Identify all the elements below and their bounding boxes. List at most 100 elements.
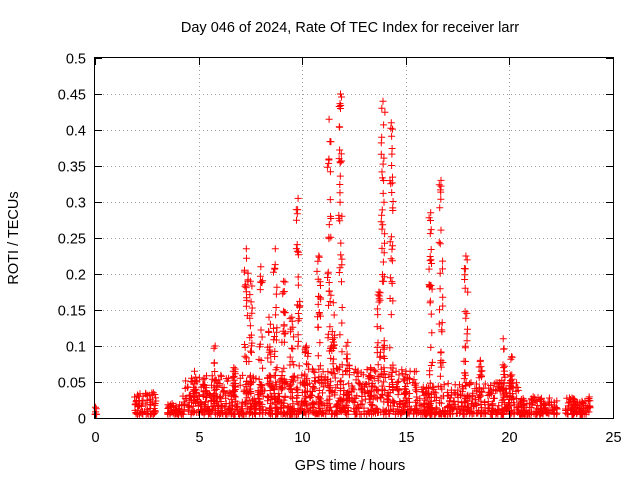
data-point	[435, 320, 443, 328]
data-point	[501, 362, 509, 370]
y-tick-label: 0.3	[66, 196, 86, 212]
data-point	[378, 168, 386, 176]
data-point	[326, 168, 334, 176]
data-point	[287, 393, 295, 401]
data-point	[337, 396, 345, 404]
data-point	[337, 251, 345, 259]
data-point	[325, 155, 333, 163]
data-point	[241, 352, 249, 360]
data-point	[425, 265, 433, 273]
data-point	[292, 245, 300, 253]
data-point	[315, 252, 323, 260]
data-point	[439, 302, 447, 310]
data-point	[246, 322, 254, 330]
data-point	[255, 395, 263, 403]
data-point	[242, 245, 250, 253]
data-point	[306, 406, 314, 414]
data-point	[241, 282, 249, 290]
data-point	[273, 283, 281, 291]
data-point	[293, 241, 301, 249]
data-point	[241, 399, 249, 407]
data-point	[498, 386, 506, 394]
data-point	[286, 315, 294, 323]
data-point	[272, 371, 279, 379]
data-point	[461, 358, 469, 365]
data-point	[424, 404, 432, 412]
data-point	[388, 189, 396, 196]
data-point	[234, 404, 242, 412]
data-point	[294, 317, 302, 325]
data-point	[341, 409, 349, 417]
data-point	[327, 403, 335, 411]
data-point	[328, 328, 336, 336]
data-point	[464, 404, 472, 411]
data-point	[325, 395, 333, 403]
data-point	[437, 410, 445, 418]
data-point	[201, 374, 209, 382]
data-point	[389, 198, 397, 205]
data-point	[436, 399, 443, 407]
data-point	[294, 342, 302, 350]
data-point	[294, 331, 302, 339]
data-point	[280, 364, 288, 372]
data-point	[337, 150, 345, 158]
data-point	[365, 372, 373, 380]
data-point	[213, 398, 221, 406]
data-point	[400, 399, 408, 407]
data-point	[549, 406, 557, 414]
data-point	[336, 331, 344, 339]
data-point	[202, 387, 209, 395]
data-point	[378, 174, 386, 182]
data-point	[264, 343, 272, 351]
data-point	[345, 380, 353, 388]
data-point	[461, 308, 469, 316]
data-point	[374, 311, 382, 319]
data-point	[386, 410, 393, 418]
data-point	[427, 226, 435, 234]
data-point	[327, 215, 335, 222]
data-point	[257, 389, 265, 397]
data-point	[389, 386, 397, 393]
data-point	[248, 342, 255, 350]
data-point	[462, 314, 470, 322]
data-point	[380, 273, 388, 281]
data-point	[572, 399, 580, 407]
data-point	[402, 388, 410, 395]
data-point	[336, 363, 344, 371]
data-point	[378, 244, 386, 252]
data-point	[215, 402, 223, 410]
data-point	[273, 328, 281, 336]
data-point	[358, 393, 366, 400]
data-point	[336, 264, 344, 272]
data-point	[403, 406, 411, 413]
data-point	[292, 206, 300, 214]
data-point	[134, 391, 141, 399]
data-point	[338, 93, 345, 101]
data-point	[463, 256, 471, 264]
data-point	[169, 409, 177, 417]
data-point	[267, 399, 275, 407]
data-point	[436, 186, 444, 194]
data-point	[481, 409, 489, 417]
data-point	[389, 125, 396, 133]
data-point	[425, 281, 433, 289]
data-point	[537, 395, 545, 403]
data-point	[494, 383, 502, 391]
data-point	[324, 268, 332, 276]
data-point	[315, 309, 323, 316]
data-point	[343, 396, 351, 404]
data-point	[501, 373, 509, 381]
data-point	[477, 397, 485, 405]
data-point	[508, 375, 516, 383]
data-point	[500, 379, 508, 387]
data-point	[388, 132, 396, 140]
data-point	[293, 216, 300, 224]
data-point	[438, 319, 446, 327]
data-point	[329, 336, 337, 343]
data-point	[478, 373, 485, 381]
data-point	[132, 398, 140, 406]
data-point	[425, 214, 433, 222]
data-point	[327, 354, 335, 362]
data-point	[258, 333, 266, 341]
